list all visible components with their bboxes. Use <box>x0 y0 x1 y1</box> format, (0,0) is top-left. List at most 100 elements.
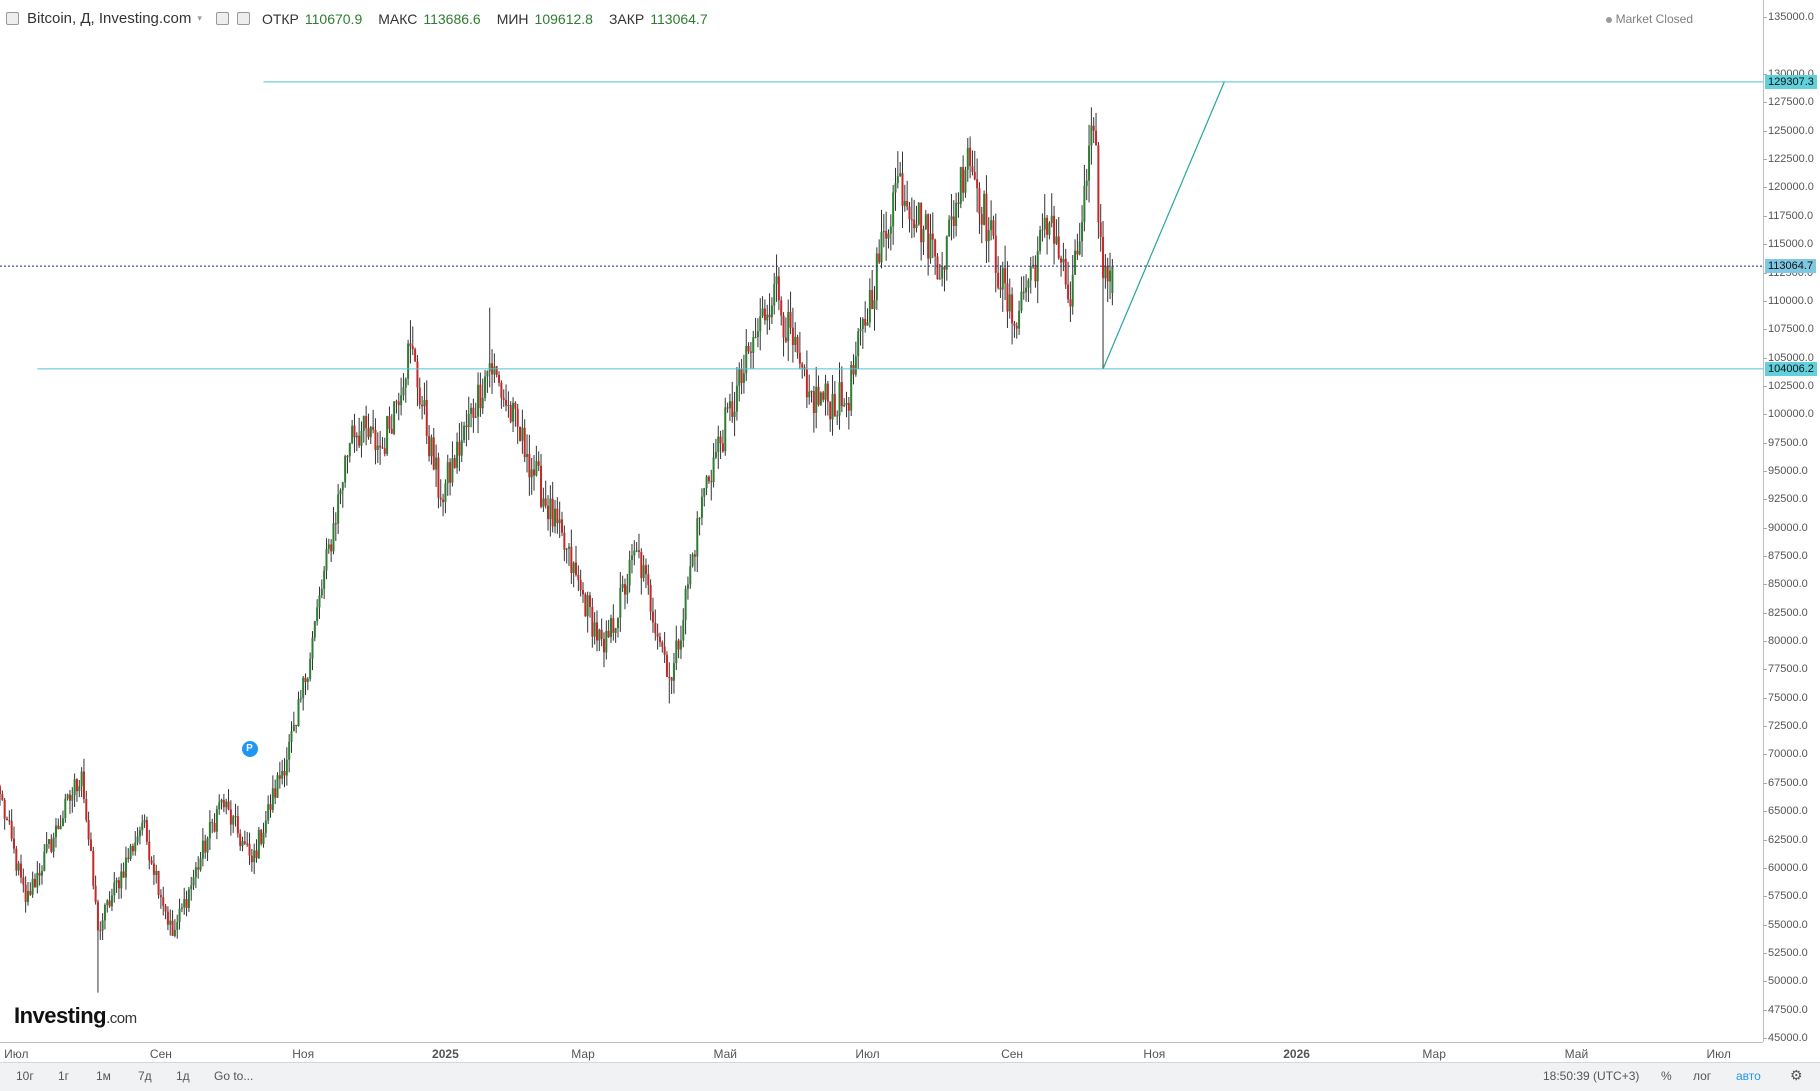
candle-body <box>355 435 358 438</box>
goto-button[interactable]: Go to... <box>214 1069 254 1083</box>
candle-body <box>994 235 997 273</box>
range-10y-button[interactable]: 10г <box>16 1069 34 1083</box>
candle-body <box>467 413 470 428</box>
candle-body <box>220 799 223 803</box>
candle-body <box>38 872 41 876</box>
candle-body <box>826 383 829 402</box>
candle-body <box>155 870 158 875</box>
candle-body <box>71 795 74 801</box>
log-toggle[interactable]: лог <box>1693 1069 1712 1083</box>
candle-body <box>178 908 181 923</box>
range-7d-button[interactable]: 7д <box>138 1069 152 1083</box>
candle-body <box>999 287 1002 290</box>
collapse-icon[interactable] <box>6 12 19 25</box>
candle-body <box>458 441 461 456</box>
candle-body <box>386 416 389 454</box>
auto-toggle[interactable]: авто <box>1736 1069 1761 1083</box>
price-tick-label: 122500.0 <box>1763 153 1814 166</box>
candle-body <box>875 253 878 301</box>
candle-body <box>451 458 454 483</box>
price-tick-label: 127500.0 <box>1763 96 1814 109</box>
candle-body <box>82 771 85 799</box>
candle-body <box>1060 258 1063 263</box>
candle-body <box>425 400 428 436</box>
price-chart[interactable] <box>0 0 1763 1042</box>
candle-body <box>456 441 459 468</box>
candle-body <box>1018 310 1021 329</box>
close-icon[interactable] <box>236 12 250 25</box>
settings-icon[interactable] <box>215 12 229 25</box>
candle-body <box>789 311 792 328</box>
candle-body <box>442 499 445 503</box>
candle-body <box>721 443 724 452</box>
time-axis[interactable]: Июл Сен Ноя 2025 Мар Май Июл Сен Ноя 2026 Мар Май Ию… <box>0 1042 1763 1063</box>
candle-body <box>987 230 990 242</box>
trend-line <box>1102 81 1225 370</box>
candle-body <box>591 606 594 637</box>
candle-body <box>787 311 790 342</box>
candle-body <box>89 839 92 851</box>
price-tick-label: 97500.0 <box>1763 436 1808 449</box>
candle-body <box>1097 145 1100 223</box>
candle-body <box>428 435 431 457</box>
candle-body <box>376 445 379 451</box>
candle-body <box>698 517 701 519</box>
candle-body <box>1015 325 1018 329</box>
range-1y-button[interactable]: 1г <box>58 1069 70 1083</box>
candle-body <box>922 229 925 243</box>
candle-body <box>1032 264 1035 267</box>
range-1d-button[interactable]: 1д <box>176 1069 190 1083</box>
candle-body <box>512 402 515 422</box>
candle-body <box>535 461 538 476</box>
candle-body <box>969 147 972 167</box>
candle-body <box>838 382 841 416</box>
candle-body <box>145 820 148 842</box>
candle-body <box>117 880 120 889</box>
candle-body <box>980 214 983 225</box>
candle-body <box>106 900 109 905</box>
candle-body <box>409 343 412 347</box>
candle-body <box>129 846 132 859</box>
range-1m-button[interactable]: 1м <box>96 1069 111 1083</box>
candle-body <box>388 416 391 429</box>
candle-body <box>731 401 734 417</box>
candle-body <box>171 920 174 936</box>
candle-body <box>693 554 696 557</box>
candle-body <box>416 361 419 388</box>
candle-body <box>344 456 347 483</box>
candle-body <box>465 425 468 428</box>
price-tick-label: 90000.0 <box>1763 521 1808 534</box>
candle-body <box>341 482 344 491</box>
candle-body <box>274 788 277 798</box>
candle-body <box>714 451 717 458</box>
candle-body <box>824 383 827 400</box>
candle-body <box>554 508 557 527</box>
candle-body <box>1039 230 1042 251</box>
candle-body <box>955 202 958 226</box>
candle-body <box>96 901 99 931</box>
time-tick-label: Мар <box>571 1047 595 1061</box>
percent-toggle[interactable]: % <box>1661 1069 1672 1083</box>
candle-body <box>882 231 885 233</box>
symbol-title[interactable]: Bitcoin, Д, Investing.com <box>27 10 192 27</box>
candle-body <box>845 402 848 405</box>
candle-body <box>948 219 951 237</box>
price-tick-label: 82500.0 <box>1763 606 1808 619</box>
candle-body <box>166 911 169 925</box>
candle-body <box>59 826 62 830</box>
candle-body <box>505 399 508 406</box>
chart-area[interactable]: Bitcoin, Д, Investing.com ▾ ОТКР 110670.… <box>0 0 1763 1042</box>
candle-body <box>99 930 102 932</box>
candle-body <box>346 456 349 458</box>
candle-body <box>707 476 710 482</box>
candle-body <box>75 779 78 792</box>
price-axis[interactable]: 135000.0130000.0127500.0125000.0122500.0… <box>1762 0 1820 1044</box>
candle-body <box>194 867 197 878</box>
gear-icon[interactable]: ⚙ <box>1790 1067 1803 1083</box>
candle-body <box>644 565 647 575</box>
bottom-toolbar: 10г 1г 1м 7д 1д Go to... 18:50:39 (UTC+3… <box>0 1062 1820 1091</box>
chevron-down-icon[interactable]: ▾ <box>197 13 202 23</box>
event-marker[interactable]: P <box>241 740 258 757</box>
candle-body <box>374 429 377 451</box>
candle-body <box>47 839 50 844</box>
